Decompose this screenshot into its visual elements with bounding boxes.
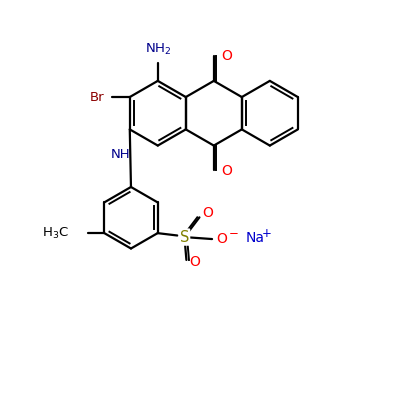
Text: NH: NH <box>111 148 130 161</box>
Text: −: − <box>229 228 238 240</box>
Text: S: S <box>180 230 189 244</box>
Text: Br: Br <box>90 90 104 104</box>
Text: H$_3$C: H$_3$C <box>42 226 69 241</box>
Text: O: O <box>202 206 213 220</box>
Text: O: O <box>221 49 232 63</box>
Text: O: O <box>190 255 200 269</box>
Text: O: O <box>216 232 227 246</box>
Text: +: + <box>261 227 271 240</box>
Text: O: O <box>221 164 232 178</box>
Text: Na: Na <box>246 231 264 245</box>
Text: NH$_2$: NH$_2$ <box>144 42 171 57</box>
